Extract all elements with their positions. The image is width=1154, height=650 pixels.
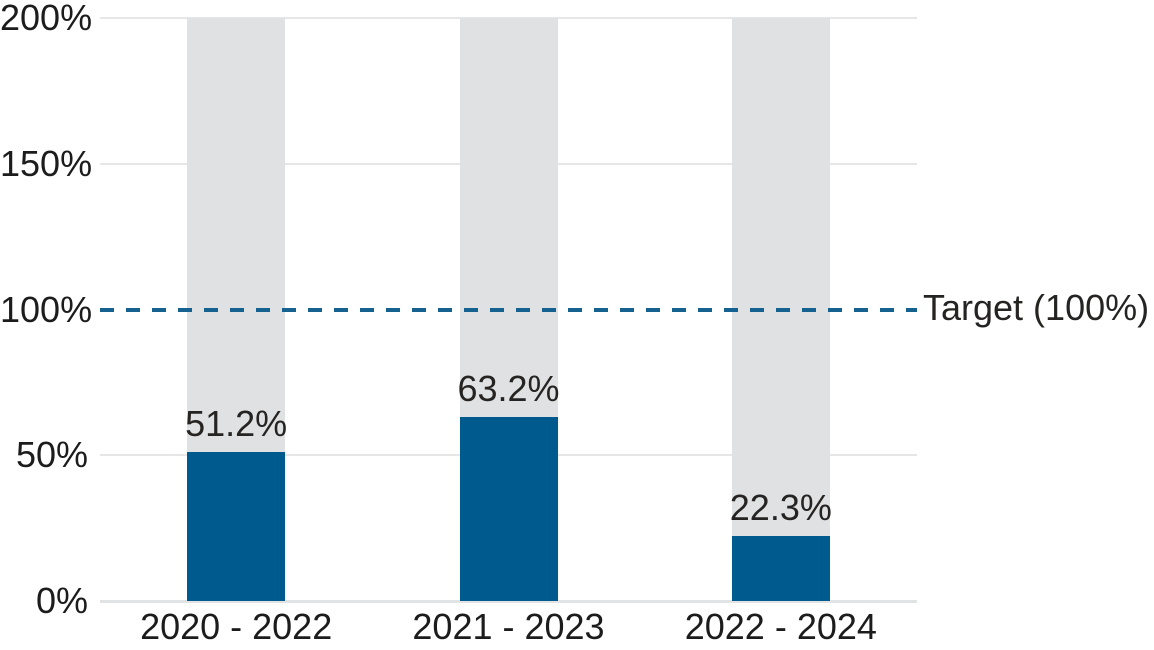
bar-value-label: 22.3% <box>729 486 832 528</box>
x-axis-category-label: 2022 - 2024 <box>684 606 877 647</box>
y-axis-tick-label: 50% <box>15 434 88 476</box>
value-bar <box>187 451 286 601</box>
y-axis-tick-label: 200% <box>0 0 93 38</box>
target-line-label: Target (100%) <box>923 287 1150 328</box>
y-axis-tick-label: 0% <box>35 580 88 621</box>
value-bar <box>731 535 830 601</box>
target-line <box>100 307 917 312</box>
gridline-0% <box>100 599 917 603</box>
y-axis-tick-label: 150% <box>0 142 93 184</box>
x-axis-category-label: 2021 - 2023 <box>412 606 605 647</box>
bar-value-label: 63.2% <box>457 367 560 409</box>
y-axis-tick-label: 100% <box>0 288 93 330</box>
x-axis-category-label: 2020 - 2022 <box>140 606 333 647</box>
value-bar <box>459 416 558 601</box>
bar-value-label: 51.2% <box>185 402 288 444</box>
